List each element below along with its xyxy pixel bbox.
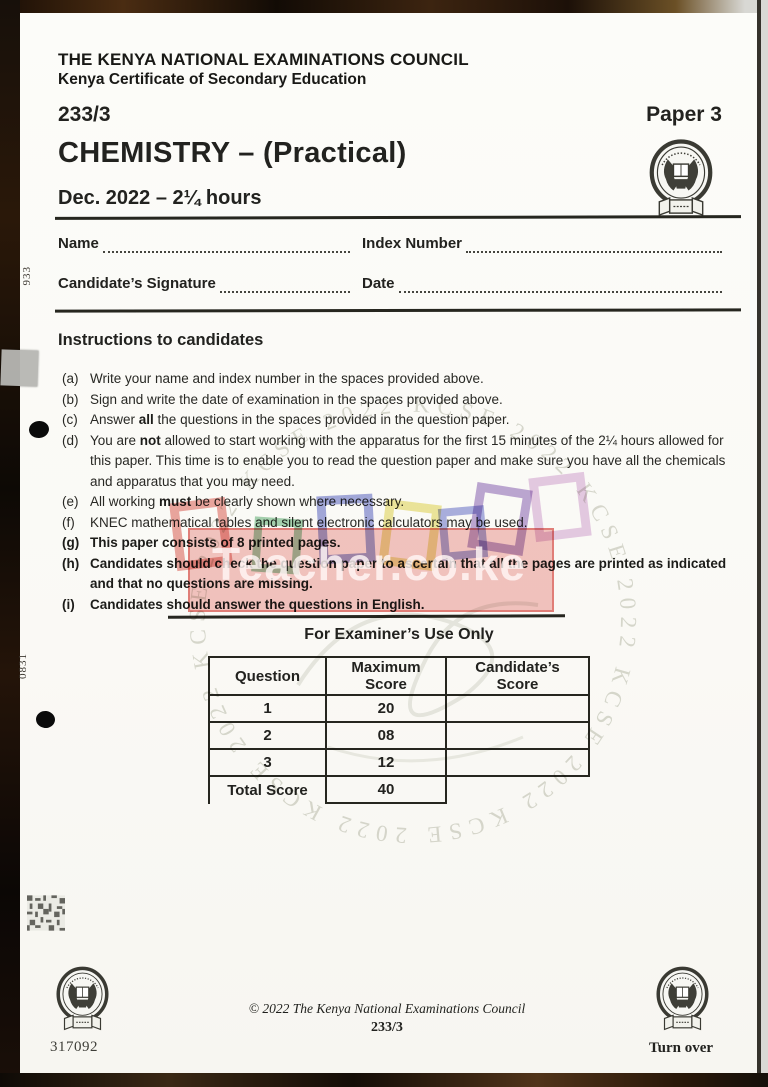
item-label: (a) bbox=[62, 371, 79, 386]
table-cell-max: 20 bbox=[327, 696, 447, 723]
instruction-item-e: (e) All working must be clearly shown wh… bbox=[62, 492, 742, 513]
col-header-max-score: Maximum Score bbox=[327, 656, 447, 696]
scan-edge-right bbox=[761, 0, 768, 1073]
signature-field bbox=[219, 275, 350, 293]
item-label: (c) bbox=[62, 412, 78, 427]
col-header-candidate-score: Candidate’s Score bbox=[447, 656, 590, 696]
item-text: You are not allowed to start working wit… bbox=[90, 432, 726, 489]
knec-crest-logo bbox=[656, 966, 709, 1032]
name-index-row: Name Index Number bbox=[58, 235, 722, 257]
knec-crest-logo bbox=[56, 966, 109, 1032]
table-cell-max: 08 bbox=[327, 723, 447, 750]
table-cell-question: 2 bbox=[208, 723, 327, 750]
item-text: Candidates should check the question pap… bbox=[90, 555, 727, 592]
index-number-field bbox=[466, 235, 722, 253]
name-field bbox=[102, 235, 350, 253]
instruction-item-a: (a) Write your name and index number in … bbox=[62, 369, 742, 390]
col-header-question: Question bbox=[208, 656, 327, 696]
instruction-item-h: (h) Candidates should check the question… bbox=[62, 554, 742, 595]
serial-number: 317092 bbox=[50, 1039, 98, 1055]
index-number-label: Index Number bbox=[362, 235, 463, 252]
table-cell-max: 12 bbox=[327, 750, 447, 777]
item-text: Sign and write the date of examination i… bbox=[90, 391, 503, 407]
table-cell-total-label: Total Score bbox=[208, 777, 327, 804]
knec-crest-logo bbox=[648, 138, 714, 226]
copyright-line: © 2022 The Kenya National Examinations C… bbox=[248, 1001, 526, 1016]
table-cell-question: 3 bbox=[208, 750, 327, 777]
item-text: Answer all the questions in the spaces p… bbox=[90, 412, 510, 427]
certificate-subtitle: Kenya Certificate of Secondary Education bbox=[58, 71, 367, 88]
divider-line bbox=[167, 614, 566, 619]
paper-code: 233/3 bbox=[58, 103, 111, 126]
tape-mark bbox=[0, 349, 39, 387]
stamp-qr-mark bbox=[27, 895, 65, 931]
turn-over-label: Turn over bbox=[648, 1040, 714, 1056]
item-label: (h) bbox=[62, 555, 80, 571]
instruction-item-c: (c) Answer all the questions in the spac… bbox=[62, 410, 742, 431]
item-label: (e) bbox=[62, 494, 79, 509]
table-cell-candidate bbox=[447, 750, 590, 777]
item-text: Write your name and index number in the … bbox=[90, 371, 484, 386]
instruction-item-d: (d) You are not allowed to start working… bbox=[62, 431, 742, 493]
margin-code-bottom: 0831 bbox=[17, 653, 29, 679]
footer-paper-code: 233/3 bbox=[371, 1020, 403, 1035]
council-title: THE KENYA NATIONAL EXAMINATIONS COUNCIL bbox=[58, 50, 469, 69]
item-text: Candidates should answer the questions i… bbox=[90, 596, 425, 612]
instructions-heading: Instructions to candidates bbox=[58, 331, 264, 349]
date-label: Date bbox=[362, 275, 395, 292]
paper-number: Paper 3 bbox=[646, 103, 722, 126]
signature-date-row: Candidate’s Signature Date bbox=[58, 275, 722, 297]
examiner-table-heading: For Examiner’s Use Only bbox=[304, 626, 494, 643]
item-label: (f) bbox=[62, 514, 75, 530]
page-edge-shadow bbox=[757, 0, 761, 1073]
table-cell-total-max: 40 bbox=[327, 777, 447, 804]
table-cell-candidate bbox=[447, 723, 590, 750]
session-duration: Dec. 2022 – 2¼ hours bbox=[58, 187, 262, 209]
item-text: KNEC mathematical tables and silent elec… bbox=[90, 514, 528, 530]
instructions-list: (a) Write your name and index number in … bbox=[62, 369, 742, 615]
item-label: (d) bbox=[62, 432, 79, 448]
item-label: (i) bbox=[62, 596, 75, 612]
scan-edge-left bbox=[0, 0, 20, 1087]
examiner-table: Question Maximum Score Candidate’s Score… bbox=[208, 656, 590, 804]
item-label: (g) bbox=[62, 535, 80, 550]
exam-paper-page: THE KENYA NATIONAL EXAMINATIONS COUNCIL … bbox=[20, 13, 757, 1073]
item-label: (b) bbox=[62, 391, 79, 407]
instruction-item-f: (f) KNEC mathematical tables and silent … bbox=[62, 513, 742, 534]
date-field bbox=[398, 275, 722, 293]
table-cell-candidate bbox=[447, 696, 590, 723]
instruction-item-g: (g) This paper consists of 8 printed pag… bbox=[62, 533, 742, 554]
scan-edge-top bbox=[0, 0, 768, 13]
scan-edge-bottom bbox=[0, 1073, 768, 1087]
signature-label: Candidate’s Signature bbox=[58, 275, 216, 292]
divider-line bbox=[54, 215, 742, 220]
table-cell-total-candidate bbox=[447, 777, 590, 804]
item-text: This paper consists of 8 printed pages. bbox=[90, 535, 341, 550]
instruction-item-b: (b) Sign and write the date of examinati… bbox=[62, 390, 742, 411]
item-text: All working must be clearly shown where … bbox=[90, 494, 405, 509]
name-label: Name bbox=[58, 235, 99, 252]
table-cell-question: 1 bbox=[208, 696, 327, 723]
margin-code-top: 933 bbox=[21, 266, 33, 286]
instruction-item-i: (i) Candidates should answer the questio… bbox=[62, 595, 742, 616]
subject-title: CHEMISTRY – (Practical) bbox=[58, 137, 407, 169]
divider-line bbox=[54, 308, 742, 313]
